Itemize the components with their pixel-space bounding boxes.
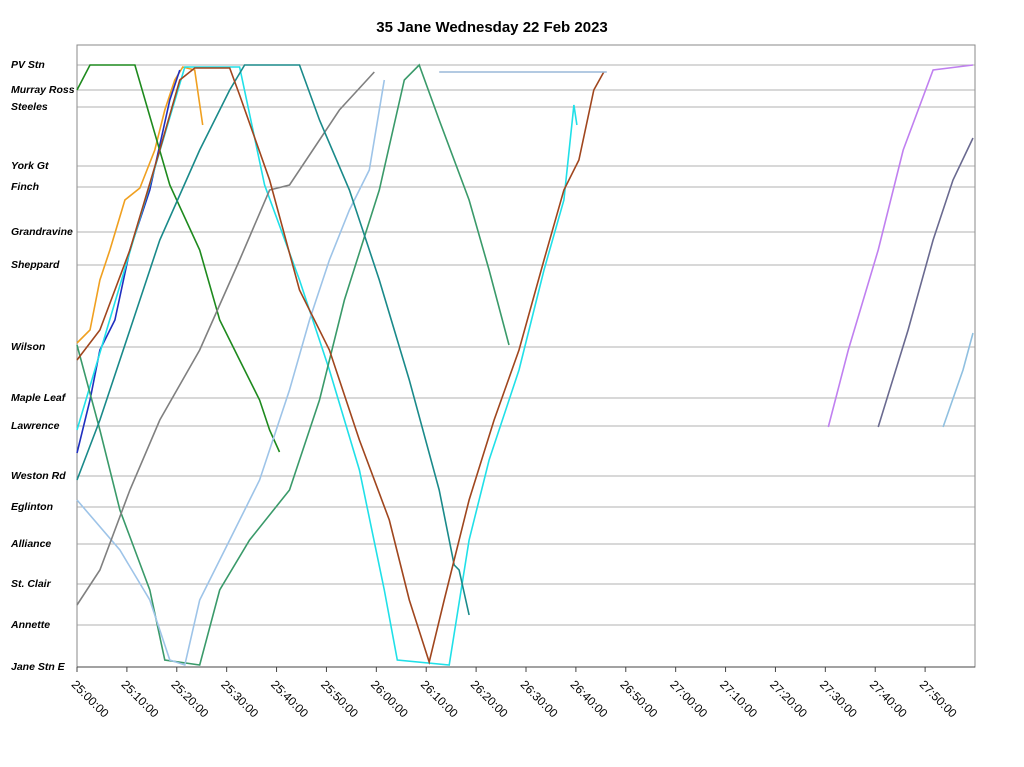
y-tick-label: York Gt bbox=[11, 160, 49, 172]
y-tick-label: Annette bbox=[10, 619, 50, 631]
trip-line bbox=[942, 332, 974, 428]
y-tick-label: Lawrence bbox=[11, 420, 60, 432]
trip-line bbox=[76, 71, 375, 606]
y-tick-label: Alliance bbox=[10, 538, 51, 550]
y-tick-label: Eglinton bbox=[11, 501, 53, 513]
x-tick-label: 27:50:00 bbox=[917, 677, 960, 720]
y-tick-label: Wilson bbox=[11, 341, 45, 353]
x-tick-label: 25:50:00 bbox=[318, 677, 361, 720]
x-tick-label: 27:30:00 bbox=[817, 677, 860, 720]
trip-line bbox=[76, 64, 281, 453]
trip-line bbox=[877, 137, 974, 428]
x-tick-label: 25:40:00 bbox=[268, 677, 311, 720]
x-tick-label: 27:40:00 bbox=[867, 677, 910, 720]
trip-line bbox=[76, 63, 510, 666]
x-tick-label: 26:40:00 bbox=[568, 677, 611, 720]
x-tick-label: 26:00:00 bbox=[368, 677, 411, 720]
y-tick-label: St. Clair bbox=[11, 578, 52, 590]
x-tick-label: 27:20:00 bbox=[767, 677, 810, 720]
x-tick-label: 26:10:00 bbox=[418, 677, 461, 720]
x-tick-label: 26:30:00 bbox=[518, 677, 561, 720]
y-tick-label: Steeles bbox=[11, 101, 48, 113]
y-tick-label: Jane Stn E bbox=[11, 661, 66, 673]
plot-frame bbox=[76, 44, 976, 668]
x-tick-label: 25:20:00 bbox=[168, 677, 211, 720]
x-tick-label: 27:10:00 bbox=[717, 677, 760, 720]
chart-title: 35 Jane Wednesday 22 Feb 2023 bbox=[376, 19, 608, 36]
y-tick-label: Murray Ross bbox=[11, 84, 75, 96]
y-tick-label: Finch bbox=[11, 181, 39, 193]
trip-line bbox=[827, 64, 974, 428]
trip-line bbox=[76, 66, 578, 666]
x-tick-label: 27:00:00 bbox=[667, 677, 710, 720]
x-tick-label: 25:30:00 bbox=[218, 677, 261, 720]
y-tick-label: Maple Leaf bbox=[11, 392, 67, 404]
y-tick-label: Sheppard bbox=[11, 259, 60, 271]
y-tick-label: Weston Rd bbox=[11, 470, 66, 482]
x-tick-label: 25:00:00 bbox=[69, 677, 112, 720]
x-tick-label: 26:50:00 bbox=[617, 677, 660, 720]
trip-line bbox=[76, 79, 386, 667]
x-tick-label: 25:10:00 bbox=[119, 677, 162, 720]
y-tick-label: Grandravine bbox=[11, 226, 73, 238]
trip-line bbox=[76, 67, 605, 665]
trip-line bbox=[76, 64, 470, 616]
trip-line bbox=[76, 69, 181, 454]
x-tick-label: 26:20:00 bbox=[468, 677, 511, 720]
y-tick-label: PV Stn bbox=[11, 59, 45, 71]
